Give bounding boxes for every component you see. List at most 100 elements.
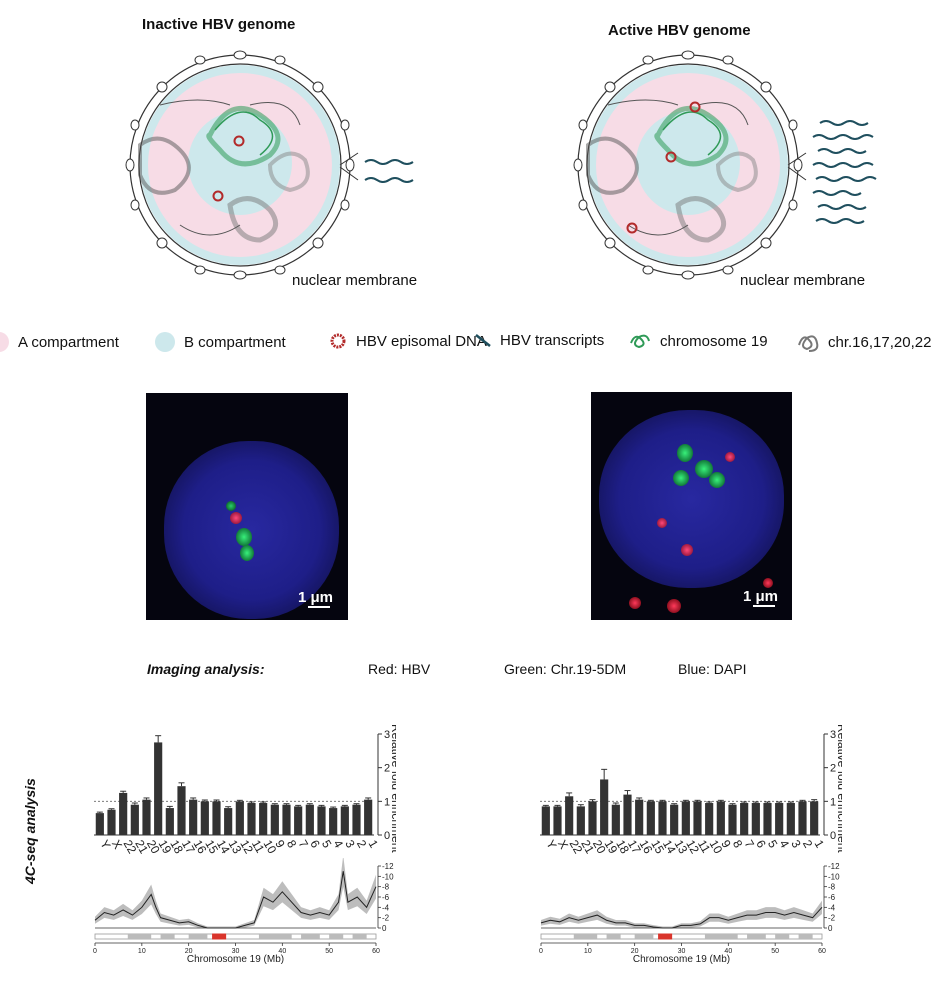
category-label: 17 [625,838,644,857]
y-tick-label: 0 [830,830,836,842]
x-tick-label: 30 [232,948,240,955]
bar [565,796,574,835]
y-tick-label: 0 [384,830,390,842]
legend-label: chromosome 19 [660,332,768,350]
category-label: 19 [602,838,621,857]
category-label: 18 [167,838,186,857]
legend-b-compartment: B compartment [154,331,286,353]
x-tick-label: 50 [325,948,333,955]
bar [600,779,609,835]
bar [364,799,373,835]
centromere-highlight [658,933,673,940]
bar [294,806,303,835]
bar [282,804,291,835]
bar [716,801,725,835]
bar [142,799,151,835]
bar [693,801,702,835]
x-tick-label: 60 [818,948,826,955]
ideogram-band [258,934,292,939]
bar [107,809,116,835]
x-tick-label: 40 [724,948,732,955]
bar [798,801,807,835]
ideogram-band [352,934,367,939]
y-tick-label: 0 [828,924,833,933]
y-tick-label: -10 [828,872,840,881]
category-label: 22 [121,838,140,857]
bar [751,803,760,835]
bar [189,799,198,835]
confidence-band [95,858,376,928]
bar [235,801,244,835]
bar [658,801,667,835]
inactive-nucleus-diagram [125,50,414,280]
category-label: 22 [567,838,586,857]
ideogram-band [573,934,598,939]
bar [611,804,620,835]
bar [119,792,128,835]
legend-hbv-transcripts: HBV transcripts [474,331,604,349]
bar [270,804,279,835]
category-label: 20 [590,838,609,857]
bar [130,804,139,835]
green-chromatin-icon [630,334,650,349]
bar [646,801,655,835]
x-tick-label: 20 [185,948,193,955]
left-bar-chart: YX22212019181716151413121110987654321012… [94,724,396,857]
bar [212,801,221,835]
signal-line [540,906,823,929]
category-label: 21 [578,838,597,857]
category-label: 13 [226,838,245,857]
inactive-panel-title: Inactive HBV genome [142,16,296,33]
legend-chr-16-17-20-22: chr.16,17,20,22 [796,331,931,353]
bar [177,786,186,835]
y-tick-label: -12 [828,862,840,871]
x-tick-label: 10 [138,948,146,955]
y-tick-label: -4 [382,903,390,912]
bar [340,806,349,835]
category-label: 20 [144,838,163,857]
x-tick-label: 10 [584,948,592,955]
bar [224,808,233,835]
legend-label: HBV transcripts [500,331,605,349]
category-label: 12 [237,838,256,857]
legend-a-compartment: A compartment [0,331,119,353]
y-tick-label: 3 [830,729,836,741]
bar [259,803,268,835]
right-bar-chart: YX22212019181716151413121110987654321012… [540,724,842,857]
signal-line [94,871,377,929]
x-tick-label: 50 [771,948,779,955]
x-tick-label: 60 [372,948,380,955]
active-scale-bar: 1 μm [743,588,779,607]
category-label: 19 [156,838,175,857]
x-axis-label: Chromosome 19 (Mb) [187,954,284,965]
inactive-microscopy-image: 1 μm [146,393,348,620]
y-tick-label: -12 [382,862,394,871]
bar [681,801,690,835]
x-tick-label: 0 [539,948,543,955]
category-label: 10 [261,838,280,857]
ideogram-band [634,934,654,939]
bar [786,803,795,835]
bar [352,804,361,835]
imaging-red-label: Red: HBV [368,661,431,677]
hbv-ring-icon [330,333,346,349]
category-label: 14 [660,838,679,857]
category-label: 21 [132,838,151,857]
bar [165,808,174,835]
y-tick-label: 3 [384,729,390,741]
inactive-membrane-label: nuclear membrane [292,272,418,289]
y-tick-label: -8 [382,883,390,892]
bar [810,801,819,835]
legend-chromosome-19: chromosome 19 [628,331,768,351]
inactive-scale-bar: 1 μm [298,589,334,608]
ideogram [94,933,377,940]
ideogram-band [704,934,738,939]
legend-hbv-episomal: HBV episomal DNA [328,331,487,351]
y-tick-label: -4 [828,903,836,912]
legend-label: chr.16,17,20,22 [828,333,932,351]
transcript-icon [475,334,491,347]
bar [728,804,737,835]
category-label: 12 [683,838,702,857]
